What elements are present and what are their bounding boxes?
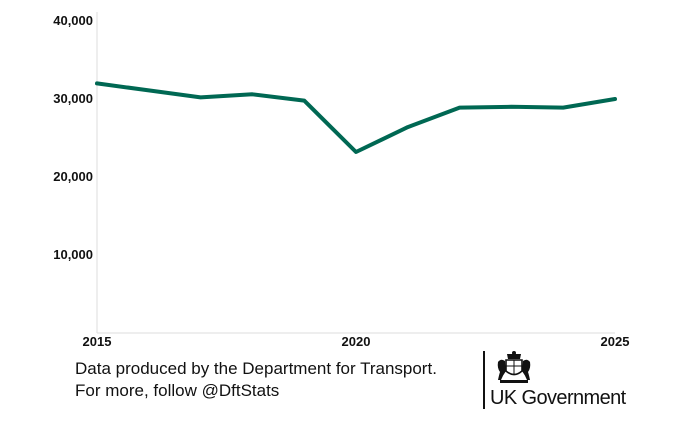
y-tick-label: 20,000: [53, 169, 93, 184]
x-axis-ticks: 2015 2020 2025: [83, 334, 630, 349]
royal-coat-of-arms-icon: [497, 351, 531, 383]
y-tick-label: 30,000: [53, 91, 93, 106]
source-line-2: For more, follow @DftStats: [75, 381, 280, 400]
y-tick-label: 40,000: [53, 13, 93, 28]
source-line-1: Data produced by the Department for Tran…: [75, 359, 437, 378]
series-group: [95, 81, 617, 154]
x-tick-label: 2025: [601, 334, 630, 349]
x-tick-label: 2015: [83, 334, 112, 349]
logo-text: UK Government: [490, 387, 626, 409]
source-note: Data produced by the Department for Tran…: [75, 358, 437, 402]
y-axis-ticks: 10,000 20,000 30,000 40,000: [53, 13, 93, 262]
series-line: [95, 81, 617, 154]
y-tick-label: 10,000: [53, 247, 93, 262]
line-chart: 10,000 20,000 30,000 40,000 2015 2020 2025: [53, 12, 630, 349]
x-tick-label: 2020: [342, 334, 371, 349]
logo-divider: [483, 351, 485, 409]
